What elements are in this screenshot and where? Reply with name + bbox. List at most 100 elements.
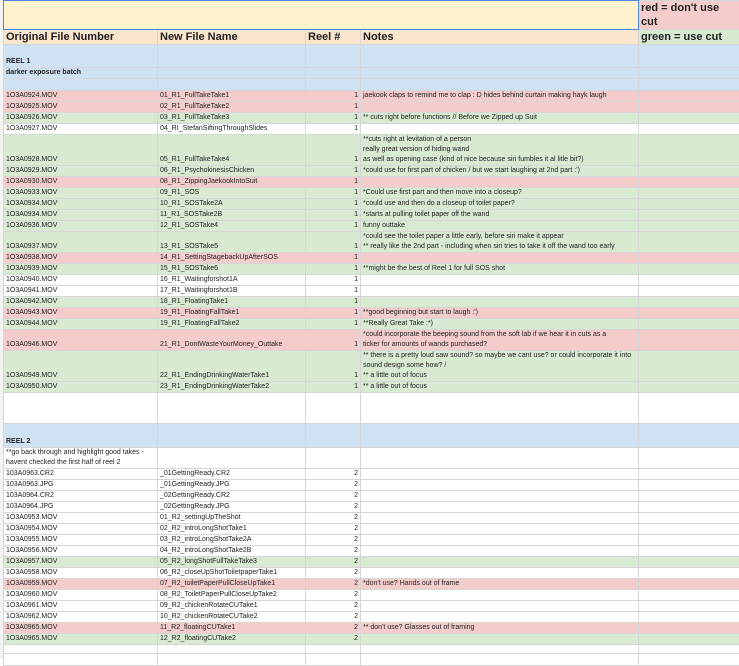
new-file-name-cell[interactable]: 07_R2_toiletPaperPullCloseUpTake1	[158, 579, 306, 590]
reel-number-cell[interactable]: 1	[306, 177, 361, 188]
new-file-name-cell[interactable]: 13_R1_SOSTake5	[158, 232, 306, 253]
new-file-name-cell[interactable]: 03_R1_FullTakeTake3	[158, 113, 306, 124]
new-file-name-cell[interactable]: _01GettingReady.JPG	[158, 480, 306, 491]
notes-cell[interactable]: **good beginning but start to laugh :')	[361, 308, 639, 319]
original-file-cell[interactable]: 1O3A0955.MOV	[4, 535, 158, 546]
cell[interactable]	[306, 393, 361, 424]
empty-cell[interactable]	[639, 623, 739, 634]
original-file-cell[interactable]: 1O3A0937.MOV	[4, 232, 158, 253]
new-file-name-cell[interactable]: 02_R1_FullTakeTake2	[158, 102, 306, 113]
reel-number-cell[interactable]: 1	[306, 330, 361, 351]
original-file-cell[interactable]: 103A0963.JPG	[4, 480, 158, 491]
notes-cell[interactable]: jaekook claps to remind me to clap : D h…	[361, 91, 639, 102]
notes-cell[interactable]	[361, 286, 639, 297]
empty-cell[interactable]	[639, 275, 739, 286]
notes-cell[interactable]: *Could use first part and then move into…	[361, 188, 639, 199]
empty-cell[interactable]	[639, 590, 739, 601]
new-file-name-cell[interactable]: _02GettingReady.CR2	[158, 491, 306, 502]
cell[interactable]	[306, 79, 361, 91]
original-file-cell[interactable]: 1O3A0965.MOV	[4, 623, 158, 634]
new-file-name-cell[interactable]: 04_RI_StefanSiftingThroughSlides	[158, 124, 306, 135]
empty-cell[interactable]	[639, 480, 739, 491]
reel-number-cell[interactable]: 1	[306, 188, 361, 199]
empty-cell[interactable]	[639, 308, 739, 319]
notes-cell[interactable]	[361, 297, 639, 308]
cell[interactable]	[361, 654, 639, 666]
reel-2-note[interactable]: **go back through and highlight good tak…	[4, 448, 158, 469]
original-file-cell[interactable]: 1O3A0925.MOV	[4, 102, 158, 113]
header-notes[interactable]: Notes	[361, 30, 639, 45]
cell[interactable]	[306, 424, 361, 448]
original-file-cell[interactable]: 1O3A0944.MOV	[4, 319, 158, 330]
notes-cell[interactable]: ** cuts right before functions // Before…	[361, 113, 639, 124]
notes-cell[interactable]	[361, 557, 639, 568]
notes-cell[interactable]	[361, 601, 639, 612]
new-file-name-cell[interactable]: 01_R1_FullTakeTake1	[158, 91, 306, 102]
original-file-cell[interactable]: 1O3A0962.MOV	[4, 612, 158, 623]
new-file-name-cell[interactable]: 22_R1_EndingDrinkingWaterTake1	[158, 351, 306, 382]
reel-number-cell[interactable]: 1	[306, 124, 361, 135]
empty-cell[interactable]	[639, 330, 739, 351]
cell[interactable]	[361, 68, 639, 79]
empty-cell[interactable]	[639, 199, 739, 210]
new-file-name-cell[interactable]: _01GettingReady.CR2	[158, 469, 306, 480]
reel-number-cell[interactable]: 1	[306, 297, 361, 308]
notes-cell[interactable]: *could see the toilet paper a little ear…	[361, 232, 639, 253]
notes-cell[interactable]: *could use and then do a closeup of toil…	[361, 199, 639, 210]
new-file-name-cell[interactable]: _02GettingReady.JPG	[158, 502, 306, 513]
cell[interactable]	[158, 448, 306, 469]
original-file-cell[interactable]: 1O3A0933.MOV	[4, 188, 158, 199]
original-file-cell[interactable]: 103A0964.JPG	[4, 502, 158, 513]
header-original-file-number[interactable]: Original File Number	[4, 30, 158, 45]
cell[interactable]	[158, 424, 306, 448]
cell[interactable]	[639, 68, 739, 79]
reel-number-cell[interactable]: 2	[306, 546, 361, 557]
original-file-cell[interactable]: 1O3A0954.MOV	[4, 524, 158, 535]
new-file-name-cell[interactable]: 12_R1_SOSTake4	[158, 221, 306, 232]
new-file-name-cell[interactable]: 01_R2_settingUpTheShot	[158, 513, 306, 524]
new-file-name-cell[interactable]: 23_R1_EndingDrinkingWaterTake2	[158, 382, 306, 393]
original-file-cell[interactable]: 1O3A0924.MOV	[4, 91, 158, 102]
empty-cell[interactable]	[639, 351, 739, 382]
reel-number-cell[interactable]: 1	[306, 382, 361, 393]
empty-cell[interactable]	[639, 297, 739, 308]
empty-cell[interactable]	[639, 469, 739, 480]
original-file-cell[interactable]: 1O3A0930.MOV	[4, 177, 158, 188]
empty-cell[interactable]	[639, 210, 739, 221]
cell[interactable]	[158, 68, 306, 79]
notes-cell[interactable]	[361, 590, 639, 601]
reel-number-cell[interactable]: 1	[306, 319, 361, 330]
original-file-cell[interactable]: 1O3A0938.MOV	[4, 253, 158, 264]
empty-cell[interactable]	[639, 524, 739, 535]
new-file-name-cell[interactable]: 03_R2_introLongShotTake2A	[158, 535, 306, 546]
empty-cell[interactable]	[639, 91, 739, 102]
cell[interactable]	[639, 45, 739, 68]
cell[interactable]	[158, 645, 306, 654]
cell[interactable]	[158, 45, 306, 68]
empty-cell[interactable]	[639, 286, 739, 297]
original-file-cell[interactable]: 1O3A0957.MOV	[4, 557, 158, 568]
new-file-name-cell[interactable]: 14_R1_SettingStagebackUpAfterSOS	[158, 253, 306, 264]
empty-cell[interactable]	[639, 546, 739, 557]
original-file-cell[interactable]: 1O3A0927.MOV	[4, 124, 158, 135]
new-file-name-cell[interactable]: 19_R1_FloatingFallTake1	[158, 308, 306, 319]
original-file-cell[interactable]: 1O3A0946.MOV	[4, 330, 158, 351]
empty-cell[interactable]	[639, 491, 739, 502]
notes-cell[interactable]	[361, 546, 639, 557]
reel-number-cell[interactable]: 2	[306, 623, 361, 634]
reel-1-subtitle[interactable]: darker exposure batch	[4, 68, 158, 79]
empty-cell[interactable]	[639, 135, 739, 166]
original-file-cell[interactable]: 1O3A0961.MOV	[4, 601, 158, 612]
original-file-cell[interactable]: 1O3A0942.MOV	[4, 297, 158, 308]
empty-cell[interactable]	[639, 382, 739, 393]
original-file-cell[interactable]: 103A0963.CR2	[4, 469, 158, 480]
notes-cell[interactable]: *don't use? Hands out of frame	[361, 579, 639, 590]
notes-cell[interactable]: ** a little out of focus	[361, 382, 639, 393]
empty-cell[interactable]	[639, 535, 739, 546]
cell[interactable]	[306, 45, 361, 68]
notes-cell[interactable]	[361, 524, 639, 535]
original-file-cell[interactable]: 1O3A0936.MOV	[4, 221, 158, 232]
reel-number-cell[interactable]: 1	[306, 232, 361, 253]
original-file-cell[interactable]: 1O3A0949.MOV	[4, 351, 158, 382]
original-file-cell[interactable]: 1O3A0928.MOV	[4, 135, 158, 166]
